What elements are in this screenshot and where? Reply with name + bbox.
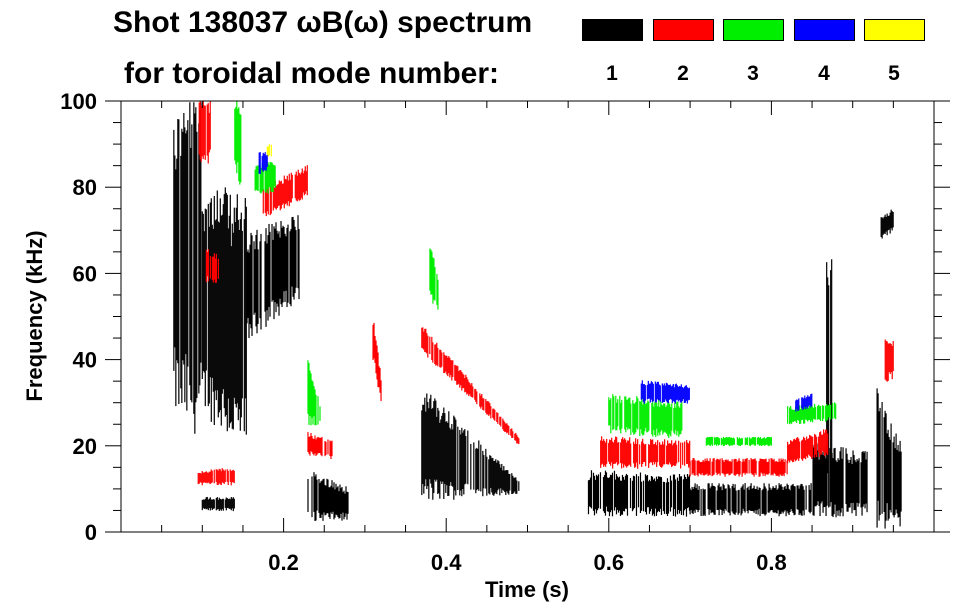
mode-2-patch xyxy=(600,436,691,469)
legend-swatch-mode-5 xyxy=(864,19,925,41)
mode-1-patch xyxy=(587,470,691,517)
legend-label-mode-3: 3 xyxy=(747,62,759,85)
mode-2-patch xyxy=(198,101,211,164)
mode-2-patch xyxy=(262,165,308,217)
y-axis-label: Frequency (kHz) xyxy=(22,230,47,401)
y-tick-label: 40 xyxy=(73,348,97,373)
mode-3-patch xyxy=(254,161,276,194)
mode-3-patch xyxy=(307,360,321,426)
mode-2-patch xyxy=(205,249,219,283)
mode-2-patch xyxy=(197,468,235,486)
legend-label-mode-2: 2 xyxy=(677,62,689,85)
mode-2-patch xyxy=(421,327,520,445)
mode-4-patch xyxy=(795,393,813,412)
mode-3-patch xyxy=(429,248,439,310)
y-tick-label: 60 xyxy=(73,261,97,286)
legend-swatch-mode-2 xyxy=(653,19,714,41)
y-tick-label: 0 xyxy=(85,520,97,545)
mode-2-patch xyxy=(787,429,829,464)
x-axis-label: Time (s) xyxy=(485,577,569,602)
mode-1-patch xyxy=(826,259,833,508)
legend-label-mode-5: 5 xyxy=(888,62,900,85)
mode-2-patch xyxy=(307,432,333,459)
mode-5-patch xyxy=(266,144,272,157)
legend-label-mode-1: 1 xyxy=(606,62,618,85)
legend-swatch-mode-1 xyxy=(582,19,643,41)
mode-3-patch xyxy=(787,402,837,425)
mode-2-patch xyxy=(689,458,788,477)
x-tick-label: 0.2 xyxy=(268,550,299,575)
mode-2-patch xyxy=(372,322,382,402)
mode-1-patch xyxy=(307,472,349,522)
mode-1-patch xyxy=(246,215,300,339)
legend-caption: for toroidal mode number: xyxy=(124,57,499,90)
legend-swatch-mode-3 xyxy=(723,19,784,41)
spectrogram-marks xyxy=(173,101,902,529)
x-tick-label: 0.8 xyxy=(756,550,787,575)
mode-2-patch xyxy=(884,339,894,382)
y-tick-label: 100 xyxy=(60,89,97,114)
axes: 0 20 40 60 80 100 0.2 0.4 0.6 0.8 xyxy=(60,89,950,575)
x-tick-label: 0.4 xyxy=(431,550,462,575)
mode-1-patch xyxy=(880,209,894,239)
plot-frame xyxy=(120,100,935,533)
mode-1-patch xyxy=(173,102,202,434)
mode-3-patch xyxy=(608,394,683,438)
y-tick-label: 80 xyxy=(73,175,97,200)
mode-1-patch xyxy=(201,187,247,435)
mode-4-patch xyxy=(640,380,690,404)
mode-4-patch xyxy=(258,152,268,175)
mode-3-patch xyxy=(705,436,772,447)
mode-1-patch xyxy=(689,483,812,517)
chart-title: Shot 138037 ωB(ω) spectrum xyxy=(113,6,533,39)
mode-3-patch xyxy=(234,101,242,185)
x-tick-label: 0.6 xyxy=(594,550,625,575)
mode-1-patch xyxy=(421,393,520,500)
legend-label-mode-4: 4 xyxy=(818,62,830,85)
mode-1-patch xyxy=(201,496,235,512)
mode-1-patch xyxy=(876,388,902,529)
y-tick-label: 20 xyxy=(73,434,97,459)
legend-swatch-mode-4 xyxy=(794,19,855,41)
